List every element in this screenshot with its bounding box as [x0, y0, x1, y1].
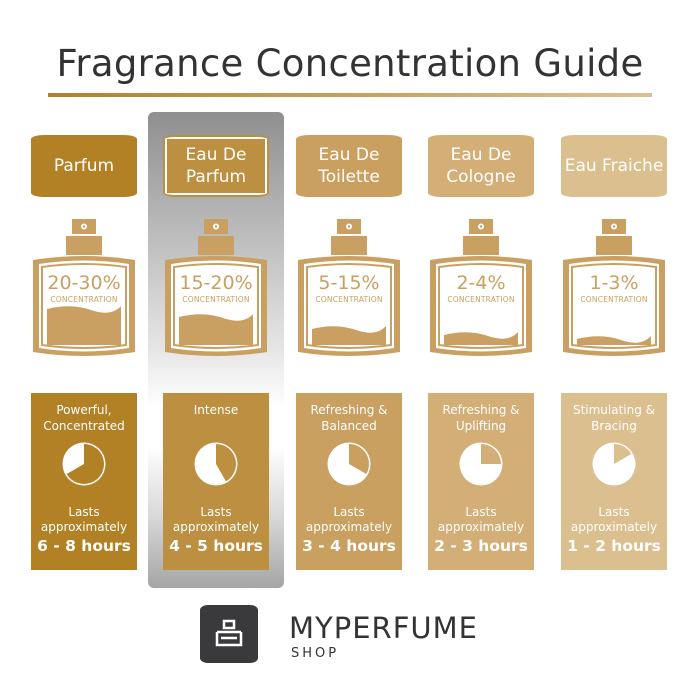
concentration-label: CONCENTRATION — [580, 295, 648, 304]
pie-wedge — [349, 444, 369, 474]
perfume-bottle-icon — [298, 219, 400, 356]
fragrance-column: Eau De Parfum 15-20% CONCENTRATION Inten… — [163, 0, 269, 600]
concentration-percent: 20-30% — [47, 272, 121, 294]
scent-description: Stimulating & Bracing — [572, 403, 656, 433]
fragrance-type-label: Eau De Parfum — [163, 135, 269, 197]
title-divider — [48, 93, 652, 97]
longevity-card: Powerful, Concentrated Lasts approximate… — [31, 393, 137, 570]
duration-hours: 3 - 4 hours — [302, 537, 396, 555]
fragrance-type-label: Eau De Toilette — [296, 135, 402, 197]
fragrance-column: Eau De Toilette 5-15% CONCENTRATION Refr… — [296, 0, 402, 600]
liquid-level — [444, 332, 518, 345]
fragrance-type-label: Parfum — [31, 135, 137, 197]
pie-wedge — [216, 444, 236, 482]
lasts-label: Lasts approximately — [40, 505, 128, 534]
concentration-label: CONCENTRATION — [50, 295, 118, 304]
clock-pie-icon — [62, 442, 106, 486]
brand-name: MYPERFUME — [289, 611, 478, 645]
scent-description: Refreshing & Uplifting — [442, 403, 520, 433]
scent-description: Intense — [193, 403, 239, 417]
duration-hours: 6 - 8 hours — [37, 537, 131, 555]
concentration-label: CONCENTRATION — [182, 295, 250, 304]
page-title: Fragrance Concentration Guide — [56, 42, 644, 85]
duration-hours: 4 - 5 hours — [169, 537, 263, 555]
longevity-card: Refreshing & Balanced Lasts approximatel… — [296, 393, 402, 570]
liquid-level — [47, 306, 121, 345]
concentration-label: CONCENTRATION — [447, 295, 515, 304]
brand-subtitle: SHOP — [291, 646, 340, 661]
longevity-card: Stimulating & Bracing Lasts approximatel… — [561, 393, 667, 570]
perfume-bottle-icon — [33, 219, 135, 356]
concentration-percent: 5-15% — [318, 272, 380, 294]
clock-pie-icon — [327, 442, 371, 486]
perfume-bottle-icon — [430, 219, 532, 356]
concentration-percent: 2-4% — [456, 272, 506, 294]
scent-description: Refreshing & Balanced — [310, 403, 388, 433]
concentration-label: CONCENTRATION — [315, 295, 383, 304]
lasts-label: Lasts approximately — [172, 505, 260, 534]
duration-hours: 1 - 2 hours — [567, 537, 661, 555]
lasts-label: Lasts approximately — [437, 505, 525, 534]
fragrance-column: Eau Fraiche 1-3% CONCENTRATION Stimulati… — [561, 0, 667, 600]
clock-pie-icon — [459, 442, 503, 486]
clock-pie-icon — [592, 442, 636, 486]
fragrance-column: Eau De Cologne 2-4% CONCENTRATION Refres… — [428, 0, 534, 600]
pie-wedge — [481, 444, 501, 464]
concentration-percent: 1-3% — [589, 272, 639, 294]
liquid-level — [577, 336, 651, 345]
pie-wedge — [614, 444, 632, 464]
longevity-card: Refreshing & Uplifting Lasts approximate… — [428, 393, 534, 570]
concentration-percent: 15-20% — [179, 272, 253, 294]
lasts-label: Lasts approximately — [570, 505, 658, 534]
liquid-level — [179, 314, 253, 345]
duration-hours: 2 - 3 hours — [434, 537, 528, 555]
liquid-level — [312, 326, 386, 345]
longevity-card: Intense Lasts approximately 4 - 5 hours — [163, 393, 269, 570]
fragrance-type-label: Eau Fraiche — [561, 135, 667, 197]
brand-logo-icon — [200, 605, 258, 663]
fragrance-column: Parfum 20-30% CONCENTRATION Powerful, Co… — [31, 0, 137, 600]
perfume-bottle-icon — [563, 219, 665, 356]
clock-pie-icon — [194, 442, 238, 486]
pie-wedge — [66, 444, 104, 484]
fragrance-type-label: Eau De Cologne — [428, 135, 534, 197]
perfume-bottle-icon — [165, 219, 267, 356]
lasts-label: Lasts approximately — [305, 505, 393, 534]
scent-description: Powerful, Concentrated — [43, 403, 125, 433]
